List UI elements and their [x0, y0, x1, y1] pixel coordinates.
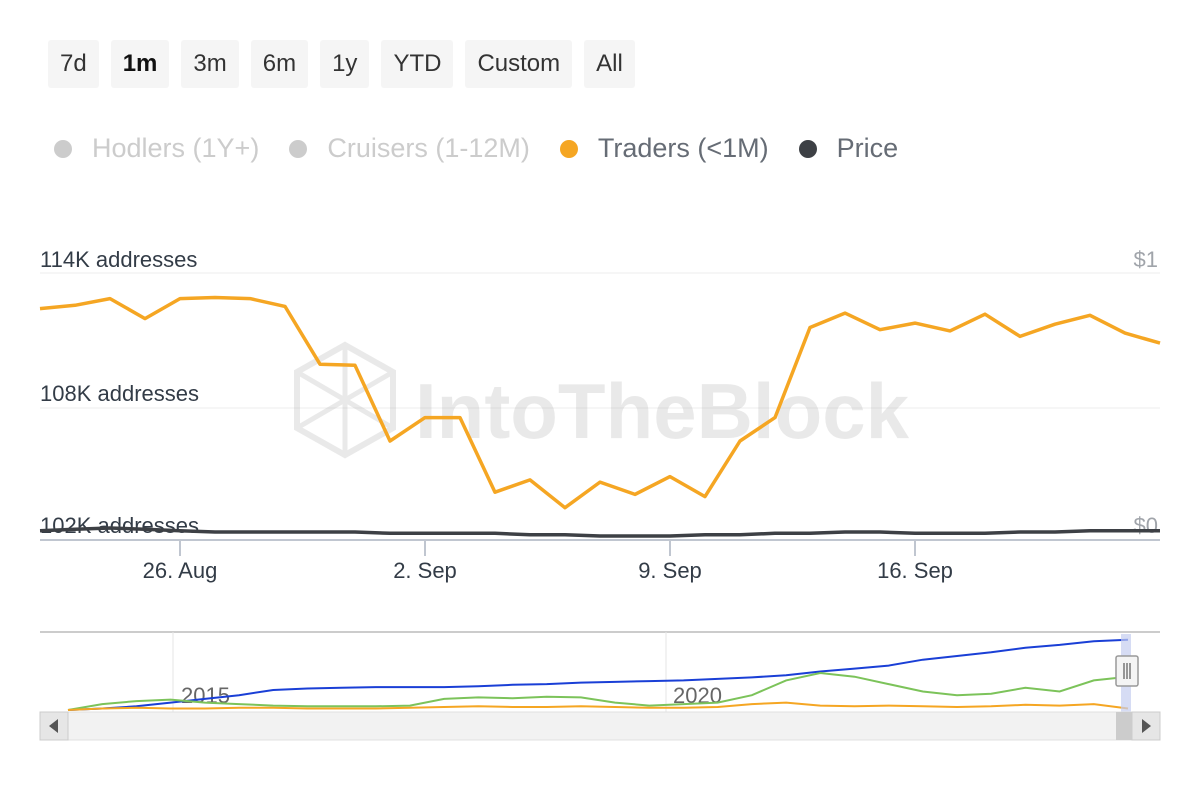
y-tick-label: 114K addresses: [40, 247, 197, 272]
scrollbar-track[interactable]: [39, 711, 1161, 741]
range-3m-button[interactable]: 3m: [181, 40, 239, 88]
range-ytd-button[interactable]: YTD: [381, 40, 454, 88]
navigator-series-line-1: [67, 671, 1129, 711]
range-custom-button[interactable]: Custom: [465, 40, 573, 88]
range-1m-button[interactable]: 1m: [110, 40, 170, 88]
x-tick-label: 16. Sep: [877, 558, 953, 583]
x-tick-label: 26. Aug: [143, 558, 218, 583]
arrow-right-icon: [1142, 719, 1151, 733]
arrow-left-icon: [49, 719, 58, 733]
x-tick-label: 9. Sep: [638, 558, 702, 583]
navigator-series-line-2: [67, 701, 1129, 711]
x-axis-ticks: 26. Aug 2. Sep 9. Sep 16. Sep: [143, 540, 953, 583]
scrollbar[interactable]: [39, 711, 1161, 741]
legend-item-price[interactable]: Price: [798, 133, 899, 164]
legend-label: Traders (<1M): [597, 133, 769, 163]
legend-item-cruisers[interactable]: Cruisers (1-12M): [289, 133, 530, 164]
legend-dot-icon: [54, 139, 72, 158]
legend-label: Price: [836, 133, 899, 163]
y-right-tick-label: $0: [1134, 513, 1158, 538]
traders-series-line: [39, 295, 1161, 510]
legend-label: Cruisers (1-12M): [327, 133, 530, 163]
legend-label: Hodlers (1Y+): [92, 133, 260, 163]
x-tick-label: 2. Sep: [393, 558, 457, 583]
y-tick-label: 102K addresses: [40, 513, 199, 538]
navigator-series: [67, 638, 1129, 711]
navigator: 2015 2020: [40, 631, 1160, 712]
legend-dot-icon: [798, 139, 817, 158]
navigator-handle[interactable]: [1115, 655, 1139, 687]
legend-item-hodlers[interactable]: Hodlers (1Y+): [54, 133, 259, 164]
y-tick-label: 108K addresses: [40, 381, 199, 406]
range-all-button[interactable]: All: [584, 40, 635, 88]
navigator-series-line-0: [67, 638, 1129, 711]
legend-dot-icon: [289, 139, 308, 158]
range-selector: 7d 1m 3m 6m 1y YTD Custom All: [48, 40, 635, 88]
chart-legend: Hodlers (1Y+) Cruisers (1-12M) Traders (…: [54, 133, 928, 164]
legend-item-traders[interactable]: Traders (<1M): [559, 133, 769, 164]
price-series-line: [39, 526, 1160, 538]
y-right-tick-label: $1: [1134, 247, 1158, 272]
scrollbar-thumb[interactable]: [1116, 712, 1132, 740]
watermark-text: IntoTheBlock: [415, 367, 910, 455]
range-6m-button[interactable]: 6m: [250, 40, 309, 88]
range-1y-button[interactable]: 1y: [320, 40, 370, 88]
watermark-logo-icon: [294, 341, 396, 459]
watermark: IntoTheBlock: [294, 341, 910, 459]
range-7d-button[interactable]: 7d: [48, 40, 99, 88]
legend-dot-icon: [559, 139, 578, 158]
